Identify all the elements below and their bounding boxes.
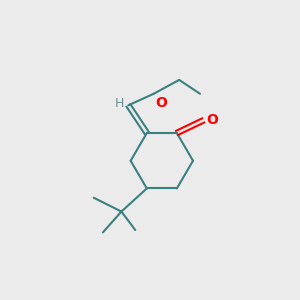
Text: H: H <box>115 97 124 110</box>
Text: O: O <box>206 113 218 127</box>
Text: O: O <box>155 96 167 110</box>
